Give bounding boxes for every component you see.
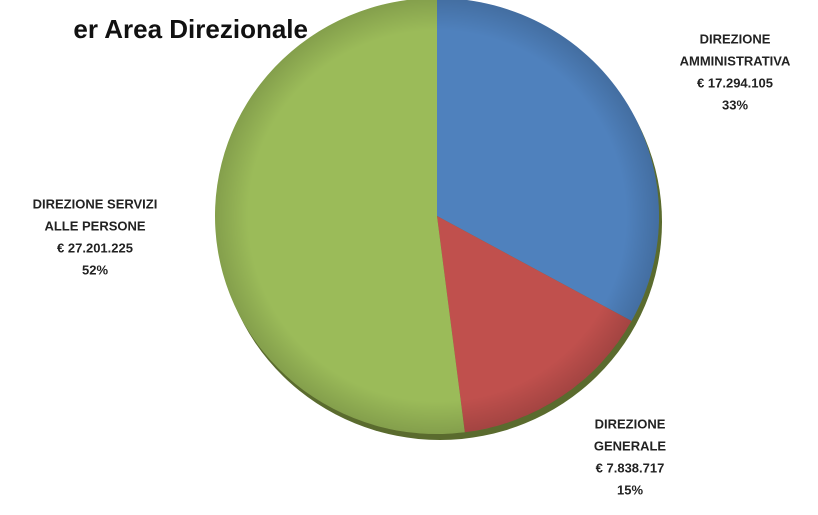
- slice-label: ALLE PERSONE: [44, 218, 145, 233]
- slice-label: AMMINISTRATIVA: [680, 53, 791, 68]
- slice-label: DIREZIONE: [700, 31, 771, 46]
- slice-label: DIREZIONE: [595, 416, 666, 431]
- value-label: 52%: [82, 262, 108, 277]
- slice-label: DIREZIONE SERVIZI: [33, 196, 158, 211]
- amount-label: € 7.838.717: [596, 460, 665, 475]
- slice-label: GENERALE: [594, 438, 667, 453]
- value-label: 33%: [722, 97, 748, 112]
- chart-title: er Area Direzionale: [73, 14, 308, 44]
- amount-label: € 27.201.225: [57, 240, 133, 255]
- amount-label: € 17.294.105: [697, 75, 773, 90]
- pie-shading: [215, 0, 659, 434]
- value-label: 15%: [617, 482, 643, 497]
